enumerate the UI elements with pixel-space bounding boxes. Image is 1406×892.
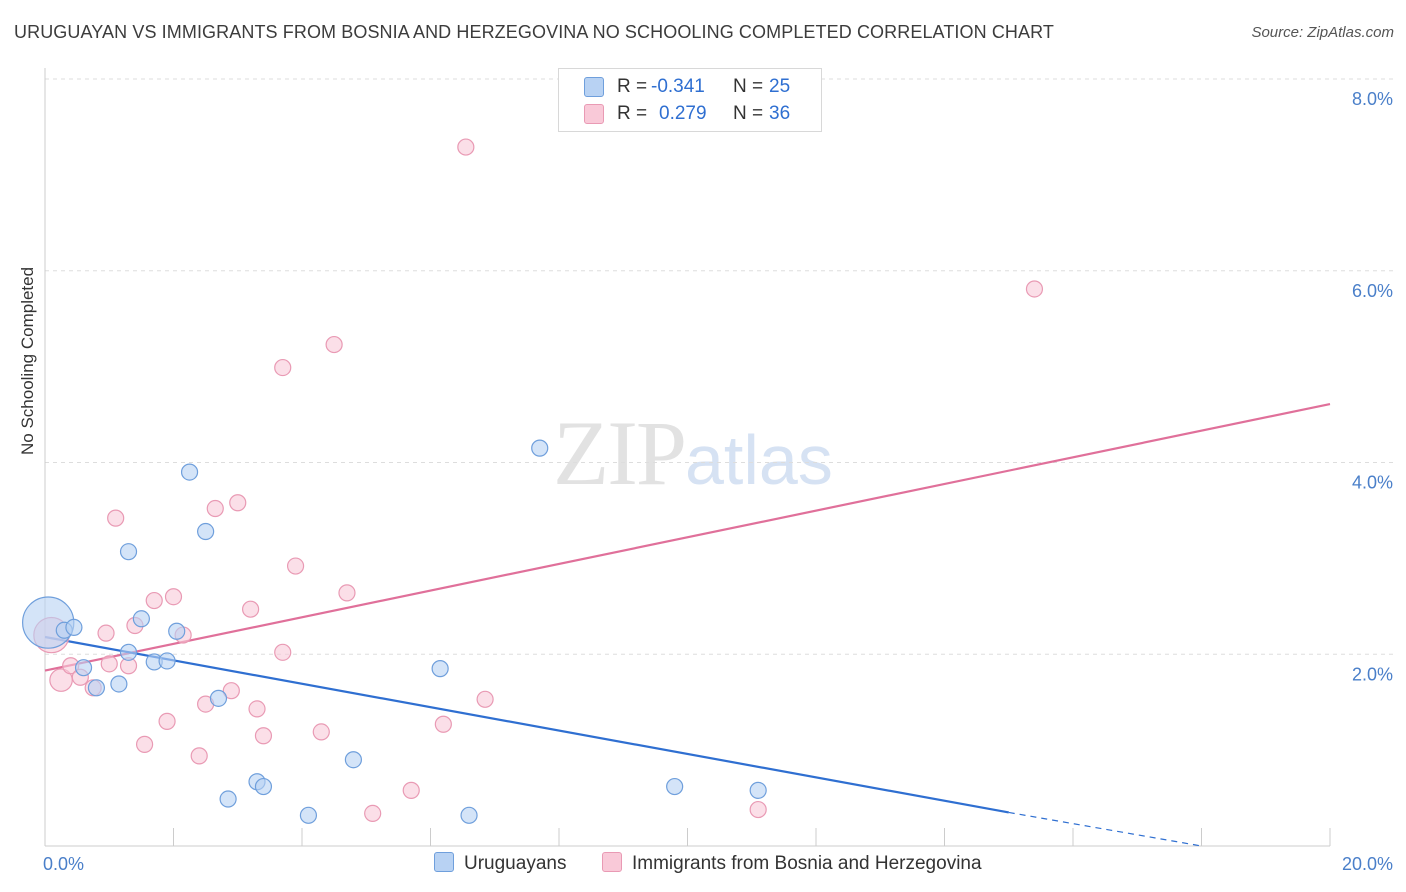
data-point-bosnia: [274, 643, 292, 661]
x-tick-label: 0.0%: [43, 854, 84, 874]
data-point-uruguayans: [119, 543, 138, 561]
data-point-bosnia: [222, 682, 240, 700]
data-point-uruguayans: [344, 751, 362, 769]
data-point-bosnia: [325, 335, 343, 354]
trend-line-uruguayans: [44, 635, 1009, 814]
watermark-zip: ZIP: [553, 402, 687, 504]
legend-swatch-blue: [434, 852, 454, 872]
data-point-bosnia: [242, 600, 260, 618]
y-tick-label: 4.0%: [1352, 473, 1393, 493]
data-point-uruguayans: [180, 463, 199, 481]
bottom-legend-uruguayans[interactable]: Uruguayans: [434, 852, 566, 875]
legend-swatch-pink: [602, 852, 622, 872]
data-point-uruguayans: [168, 622, 186, 640]
data-point-uruguayans: [219, 790, 237, 808]
y-tick-label: 2.0%: [1352, 664, 1393, 684]
data-point-bosnia: [145, 591, 163, 610]
data-point-uruguayans: [749, 781, 767, 799]
y-tick-label: 8.0%: [1352, 89, 1393, 109]
legend-r-value: 0.279: [659, 103, 707, 124]
chart-title: URUGUAYAN VS IMMIGRANTS FROM BOSNIA AND …: [14, 22, 1054, 42]
data-point-uruguayans: [299, 806, 318, 824]
trend-line-uruguayans-extension: [1008, 811, 1202, 847]
data-point-bosnia: [274, 358, 292, 377]
legend-n-label: N =: [733, 103, 764, 124]
tick-labels: 2.0% 4.0% 6.0% 8.0% 0.0% 20.0%: [43, 89, 1393, 874]
data-point-uruguayans: [74, 659, 93, 677]
data-point-bosnia: [190, 747, 208, 765]
data-point-bosnia: [364, 804, 382, 823]
data-point-bosnia: [254, 727, 273, 745]
legend-r-value: -0.341: [651, 76, 705, 97]
data-points: [22, 138, 1044, 824]
data-point-uruguayans: [254, 777, 273, 796]
source-label: Source: ZipAtlas.com: [1251, 24, 1394, 41]
data-point-bosnia: [248, 700, 266, 718]
legend-swatch-pink: [584, 104, 604, 124]
correlation-legend: R = -0.341 N = 25 R = 0.279 N = 36: [558, 68, 822, 132]
bottom-legend-bosnia[interactable]: Immigrants from Bosnia and Herzegovina: [602, 852, 982, 875]
data-point-uruguayans: [666, 777, 684, 796]
data-point-uruguayans: [119, 643, 138, 661]
data-point-bosnia: [338, 584, 356, 602]
data-point-bosnia: [100, 655, 118, 673]
data-point-bosnia: [206, 499, 224, 518]
data-point-uruguayans: [110, 675, 128, 693]
data-point-bosnia: [434, 715, 452, 733]
trend-line-bosnia: [44, 402, 1331, 672]
watermark: ZIPatlas: [553, 400, 833, 506]
data-point-uruguayans: [197, 522, 215, 541]
y-axis-label: No Schooling Completed: [18, 266, 37, 455]
legend-n-value: 25: [769, 76, 791, 97]
x-tick-label: 20.0%: [1342, 854, 1393, 874]
data-point-uruguayans: [158, 652, 176, 670]
data-point-bosnia: [402, 781, 420, 799]
data-point-bosnia: [158, 712, 176, 730]
data-point-bosnia: [457, 138, 475, 156]
y-tick-label: 6.0%: [1352, 281, 1393, 301]
data-point-bosnia: [286, 557, 305, 575]
data-point-bosnia: [135, 735, 154, 753]
axes: [44, 68, 1331, 847]
data-point-uruguayans: [87, 679, 106, 697]
data-point-bosnia: [107, 509, 125, 527]
data-point-uruguayans: [460, 806, 478, 824]
legend-label-bosnia: Immigrants from Bosnia and Herzegovina: [632, 853, 982, 874]
trend-lines: [44, 402, 1331, 847]
legend-label-uruguayans: Uruguayans: [464, 853, 567, 874]
data-point-bosnia: [476, 690, 494, 708]
data-point-bosnia: [164, 588, 183, 606]
legend-r-label: R =: [617, 76, 648, 97]
legend-row-uruguayans: R = -0.341 N = 25: [559, 74, 821, 100]
data-point-uruguayans: [132, 610, 150, 628]
data-point-bosnia: [749, 800, 767, 819]
legend-n-label: N =: [733, 76, 764, 97]
legend-swatch-blue: [584, 77, 604, 97]
grid-lines: [45, 78, 1395, 655]
legend-r-label: R =: [617, 103, 648, 124]
data-point-uruguayans: [209, 689, 228, 707]
data-point-bosnia: [1025, 280, 1044, 298]
data-point-uruguayans: [65, 618, 83, 637]
data-point-bosnia: [97, 624, 115, 642]
data-point-uruguayans: [531, 439, 549, 457]
legend-row-bosnia: R = 0.279 N = 36: [559, 101, 821, 127]
data-point-bosnia: [312, 723, 330, 741]
data-point-uruguayans: [431, 660, 449, 678]
legend-n-value: 36: [769, 103, 791, 124]
watermark-atlas: atlas: [685, 421, 833, 499]
data-point-bosnia: [229, 494, 247, 512]
